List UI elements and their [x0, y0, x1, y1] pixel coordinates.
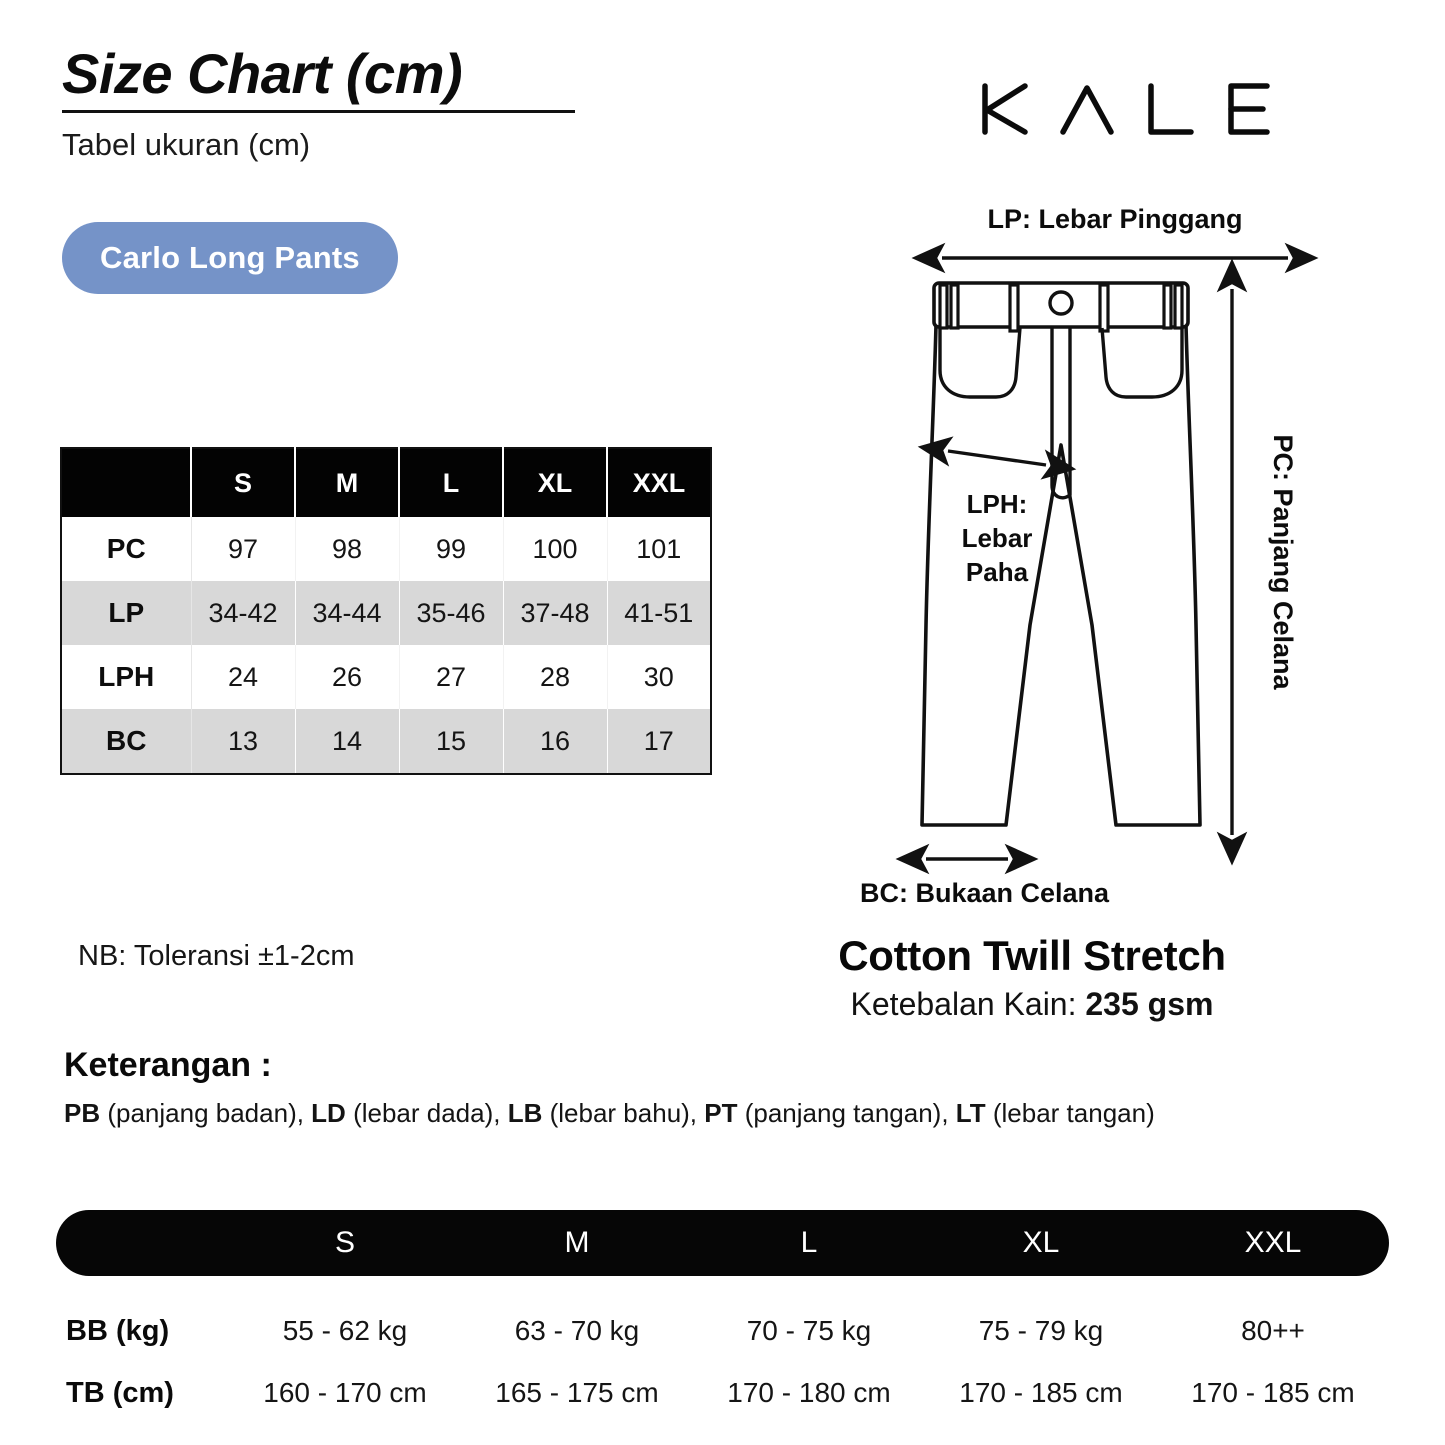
cell-bc-xxl: 17 [607, 709, 712, 774]
legend-code-ld: LD [311, 1098, 346, 1128]
row-label-bb: BB (kg) [66, 1314, 170, 1347]
legend-code-pb: PB [64, 1098, 101, 1128]
cell-lp-xxl: 41-51 [607, 581, 712, 645]
table-row: LP 34-42 34-44 35-46 37-48 41-51 [61, 581, 712, 645]
fabric-name: Cotton Twill Stretch [838, 932, 1226, 979]
row-label-pc: PC [61, 517, 192, 581]
lph-label-line3: Paha [966, 557, 1029, 587]
legend-text-pb: (panjang badan), [100, 1098, 312, 1128]
belt-loops [938, 283, 1184, 333]
legend-heading: Keterangan : [64, 1046, 272, 1084]
size-table-header-xxl: XXL [607, 448, 711, 517]
product-badge-label: Carlo Long Pants [100, 240, 360, 275]
cell-bc-m: 14 [295, 709, 400, 774]
title-underline-rule [62, 110, 575, 114]
pants-measurement-diagram: LP: Lebar Pinggang LPH: Lebar Paha [830, 195, 1390, 925]
waist-button [1048, 290, 1074, 316]
tolerance-note: NB: Toleransi ±1-2cm [78, 940, 355, 972]
table-row: TB (cm) 160 - 170 cm 165 - 175 cm 170 - … [56, 1362, 1389, 1424]
pants-outline [920, 285, 1202, 827]
row-label-lp: LP [61, 581, 192, 645]
cell-bc-xl: 16 [503, 709, 608, 774]
legend-abbreviations: PB (panjang badan), LD (lebar dada), LB … [64, 1098, 1394, 1129]
legend-code-lb: LB [507, 1098, 543, 1128]
cell-pc-l: 99 [399, 517, 504, 581]
size-table-header-l: L [399, 448, 504, 517]
legend-block: Keterangan : PB (panjang badan), LD (leb… [64, 1046, 1394, 1129]
table-row: BB (kg) 55 - 62 kg 63 - 70 kg 70 - 75 kg… [56, 1276, 1389, 1362]
cell-bb-xl: 75 - 79 kg [978, 1315, 1104, 1346]
cell-tb-l: 170 - 180 cm [727, 1377, 891, 1408]
row-label-lph: LPH [61, 645, 192, 709]
size-table-header-m: M [295, 448, 400, 517]
fabric-info-block: Cotton Twill Stretch Ketebalan Kain: 235… [762, 932, 1302, 1023]
table-row: LPH 24 26 27 28 30 [61, 645, 711, 709]
size-table-header-s: S [191, 448, 296, 517]
lph-label-line1: LPH: [967, 489, 1028, 519]
bc-label: BC: Bukaan Celana [860, 878, 1110, 908]
legend-text-lb: (lebar bahu), [542, 1098, 705, 1128]
cell-pc-xxl: 101 [607, 517, 711, 581]
cell-lp-s: 34-42 [191, 581, 296, 645]
legend-code-pt: PT [704, 1098, 738, 1128]
size-measurement-table: S M L XL XXL PC 97 98 99 100 101 LP 34-4… [60, 447, 712, 775]
row-label-tb: TB (cm) [66, 1376, 174, 1409]
cell-lp-xl: 37-48 [503, 581, 608, 645]
cell-lp-l: 35-46 [399, 581, 504, 645]
cell-lph-xl: 28 [503, 645, 608, 709]
legend-text-ld: (lebar dada), [345, 1098, 508, 1128]
title-block: Size Chart (cm) Tabel ukuran (cm) [62, 42, 622, 163]
page-title: Size Chart (cm) [62, 42, 463, 105]
body-table-header-l: L [693, 1210, 925, 1276]
cell-bc-l: 15 [399, 709, 504, 774]
cell-bb-s: 55 - 62 kg [282, 1315, 408, 1346]
cell-tb-xl: 170 - 185 cm [959, 1377, 1123, 1408]
cell-pc-m: 98 [295, 517, 400, 581]
left-pocket [938, 327, 1022, 399]
cell-pc-s: 97 [191, 517, 296, 581]
body-table-header-xxl: XXL [1157, 1210, 1389, 1276]
lph-dimension-arrow [917, 436, 1077, 480]
body-measurement-table: S M L XL XXL BB (kg) 55 - 62 kg 63 - 70 … [56, 1210, 1389, 1424]
size-table-header-row: S M L XL XXL [61, 448, 711, 517]
cell-bb-l: 70 - 75 kg [746, 1315, 872, 1346]
table-row: PC 97 98 99 100 101 [61, 517, 711, 581]
pc-label: PC: Panjang Celana [1268, 434, 1298, 690]
cell-bb-m: 63 - 70 kg [514, 1315, 640, 1346]
fabric-weight-value: 235 gsm [1085, 986, 1214, 1022]
table-row: BC 13 14 15 16 17 [61, 709, 712, 774]
body-table-header-row: S M L XL XXL [56, 1210, 1389, 1276]
kale-logo [975, 72, 1305, 144]
body-table-header-m: M [461, 1210, 693, 1276]
fabric-weight: Ketebalan Kain: 235 gsm [762, 986, 1302, 1023]
cell-pc-xl: 100 [503, 517, 608, 581]
product-badge: Carlo Long Pants [62, 222, 398, 294]
lp-label: LP: Lebar Pinggang [987, 204, 1242, 234]
fly-seam [1050, 327, 1072, 500]
row-label-bc: BC [61, 709, 192, 774]
cell-lph-s: 24 [191, 645, 296, 709]
size-table-corner-cell [61, 448, 192, 517]
body-table-header-s: S [229, 1210, 461, 1276]
cell-lph-m: 26 [295, 645, 400, 709]
body-table-header-xl: XL [925, 1210, 1157, 1276]
legend-text-lt: (lebar tangan) [985, 1098, 1155, 1128]
page-subtitle: Tabel ukuran (cm) [62, 127, 311, 163]
legend-text-pt: (panjang tangan), [737, 1098, 956, 1128]
size-table-header-xl: XL [503, 448, 608, 517]
right-pocket [1100, 327, 1184, 399]
cell-lph-l: 27 [399, 645, 504, 709]
cell-tb-s: 160 - 170 cm [263, 1377, 427, 1408]
cell-tb-xxl: 170 - 185 cm [1191, 1377, 1355, 1408]
lph-label-line2: Lebar [962, 523, 1033, 553]
cell-lp-m: 34-44 [295, 581, 400, 645]
cell-lph-xxl: 30 [607, 645, 711, 709]
fabric-weight-label: Ketebalan Kain: [850, 986, 1086, 1022]
cell-bb-xxl: 80++ [1241, 1315, 1305, 1346]
cell-bc-s: 13 [191, 709, 296, 774]
legend-code-lt: LT [955, 1098, 986, 1128]
cell-tb-m: 165 - 175 cm [495, 1377, 659, 1408]
body-table-corner-cell [56, 1210, 229, 1276]
